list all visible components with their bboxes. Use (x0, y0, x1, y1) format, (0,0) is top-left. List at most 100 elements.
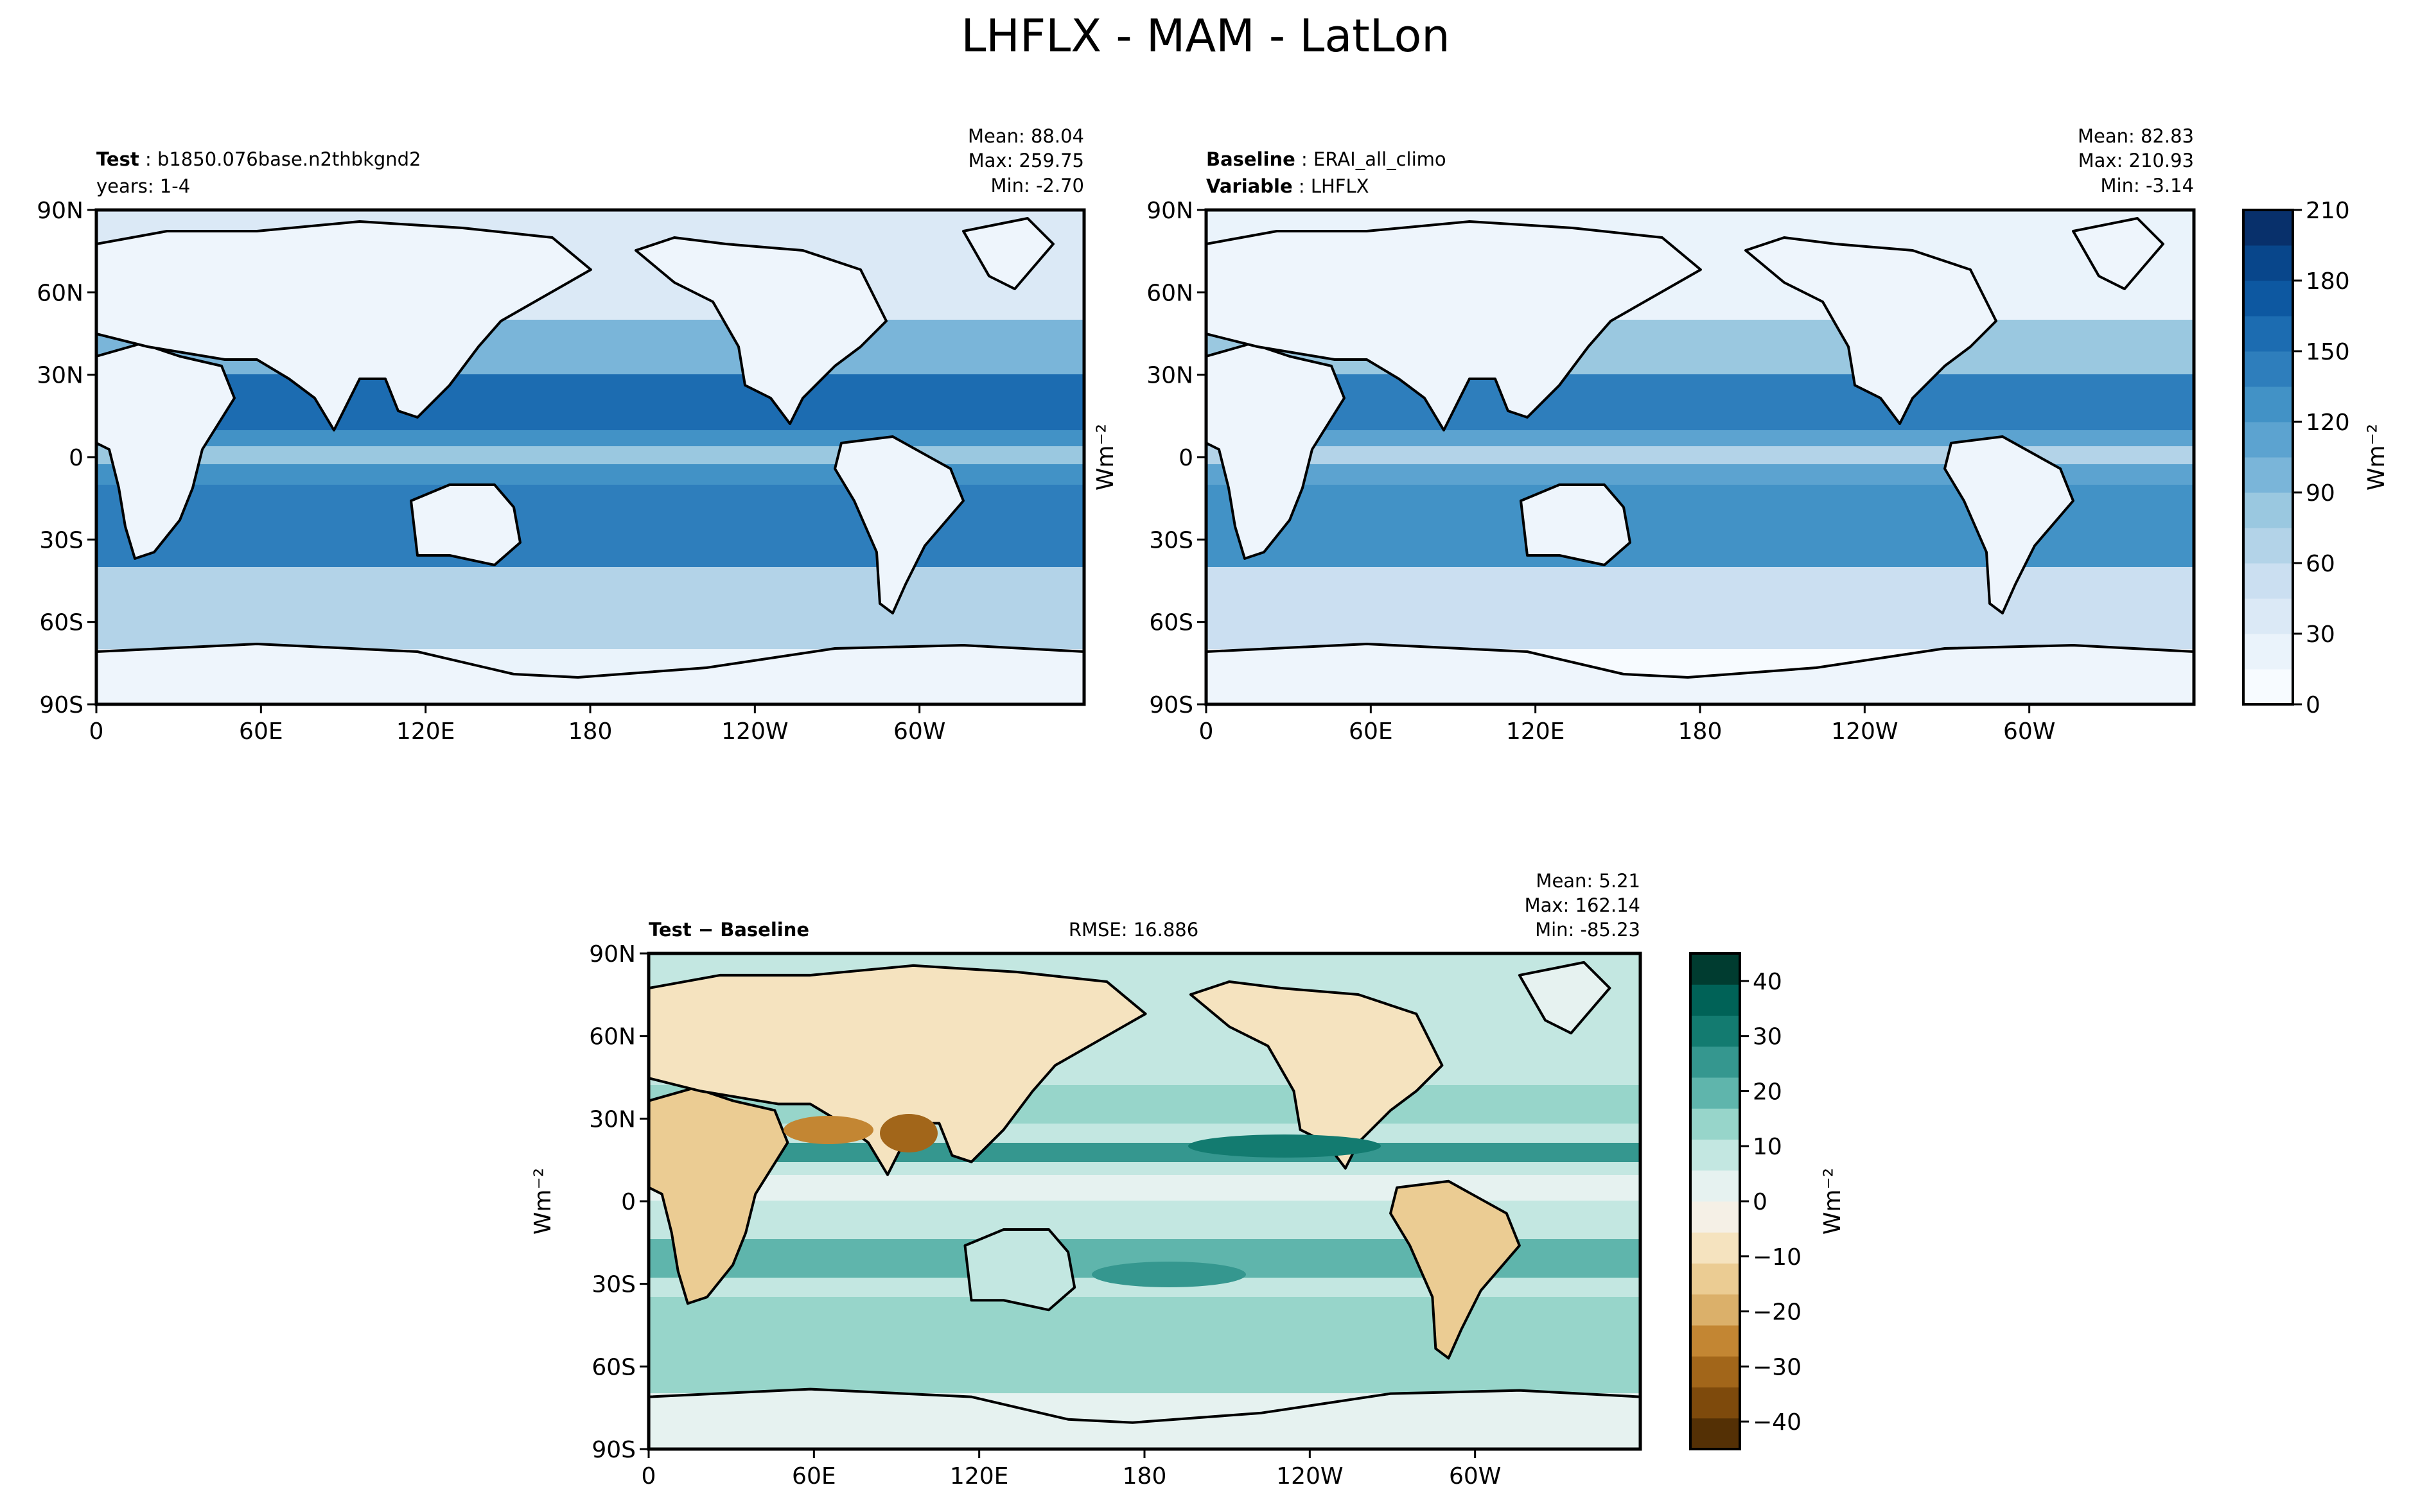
x-tick-label: 180 (1123, 1463, 1167, 1490)
panel-diff-land-australia (963, 1228, 1076, 1312)
colorbar-segment (1690, 1201, 1740, 1233)
y-tick-label: 90N (37, 198, 83, 224)
panel-diff-min: Min: -85.23 (1535, 919, 1640, 941)
colorbar-segment (2243, 528, 2293, 564)
colorbar-segment (1690, 1108, 1740, 1140)
x-tick-label: 120E (950, 1463, 1008, 1490)
panel-baseline-land (1206, 217, 2194, 704)
panel-test-years: years: 1-4 (96, 175, 190, 197)
y-tick-label: 60N (37, 280, 83, 306)
panel-diff-x-ticks: 0 60E 120E 180 120W 60W (642, 1449, 1501, 1490)
panel-baseline-y-ticks: 90N 60N 30N 0 30S 60S 90S (1146, 198, 1206, 718)
panel-diff-anomaly-sahel (784, 1116, 873, 1144)
panel-baseline-land-eurasia (1206, 220, 1702, 431)
colorbar-segment (2243, 210, 2293, 246)
panel-baseline-variable-label: Variable (1206, 175, 1293, 197)
colorbar-tick-label: 30 (1753, 1024, 1782, 1050)
panel-diff-field-band-60S (649, 1297, 1640, 1393)
colorbar-segment (1690, 1015, 1740, 1047)
x-tick-label: 60W (1449, 1463, 1501, 1490)
panel-diff-max: Max: 162.14 (1525, 894, 1640, 916)
panel-test-land-eurasia (96, 220, 592, 431)
panel-diff-land (649, 960, 1640, 1449)
panel-test: Test : b1850.076base.n2thbkgnd2 years: 1… (37, 125, 1086, 745)
colorbar-tick-label: 210 (2306, 198, 2350, 224)
panel-test-land (96, 217, 1084, 704)
colorbar-segment (1690, 1046, 1740, 1078)
colorbar-diff-ticks: 40 30 20 10 0 −10 −20 −30 −40 (1740, 969, 1802, 1436)
panel-test-field-band-60S (96, 567, 1084, 649)
colorbar-segment (1690, 1139, 1740, 1171)
colorbar-segment (1690, 1170, 1740, 1202)
x-tick-label: 180 (568, 718, 613, 745)
colorbar-segment (2243, 316, 2293, 352)
panel-diff-land-south-america (1389, 1179, 1521, 1360)
panel-diff-y-ticks: 90N 60N 30N 0 30S 60S 90S (589, 941, 649, 1463)
panel-baseline-info-line-2: Variable : LHFLX (1206, 175, 1369, 197)
panel-diff-rmse: RMSE: 16.886 (1069, 919, 1198, 941)
colorbar-diff-segments (1690, 953, 1740, 1450)
panel-diff-label: Test − Baseline (649, 919, 809, 941)
panel-diff-field-band-10N (649, 1143, 1640, 1162)
panel-diff-land-north-america (1189, 980, 1444, 1170)
colorbar-segment (1690, 1294, 1740, 1326)
colorbar-segment (2243, 281, 2293, 317)
panel-diff-field-band-EQ (649, 1175, 1640, 1201)
panel-baseline-variable-name: LHFLX (1311, 175, 1369, 197)
colorbar-tick-label: 0 (1753, 1189, 1767, 1215)
panel-baseline-x-ticks: 0 60E 120E 180 120W 60W (1199, 704, 2055, 745)
colorbar-segment (1690, 1077, 1740, 1109)
x-tick-label: 60W (893, 718, 945, 745)
panel-diff-land-eurasia (649, 964, 1147, 1176)
panel-diff-land-greenland (1518, 960, 1611, 1035)
panel-test-land-africa (96, 342, 236, 560)
panel-baseline-land-north-america (1744, 236, 1997, 425)
panel-baseline-land-australia (1520, 483, 1631, 566)
panel-test-min: Min: -2.70 (991, 175, 1084, 196)
colorbar-tick-label: −40 (1753, 1409, 1802, 1436)
y-tick-label: 30N (37, 363, 83, 389)
panel-diff-land-africa (649, 1086, 789, 1305)
x-tick-label: 120E (1506, 718, 1565, 745)
colorbar-segment (2243, 422, 2293, 458)
colorbar-tick-label: 40 (1753, 969, 1782, 995)
panel-test-field-band-15N (96, 374, 1084, 430)
x-tick-label: 120W (1831, 718, 1898, 745)
panel-test-land-antarctica (96, 643, 1084, 704)
colorbar-segment (2243, 351, 2293, 387)
colorbar-main-frame (2242, 209, 2294, 706)
panel-diff-anomaly-india (880, 1114, 938, 1152)
panel-diff-land-antarctica (649, 1387, 1640, 1449)
y-tick-label: 60N (589, 1024, 636, 1050)
panel-baseline-info-line-1: Baseline : ERAI_all_climo (1206, 148, 1446, 170)
colorbar-segment (1690, 1387, 1740, 1419)
panel-test-map (96, 210, 1084, 704)
panel-baseline-field-band-15N (1206, 374, 2194, 430)
panel-baseline-info-label: Baseline (1206, 148, 1295, 170)
x-tick-label: 60E (1349, 718, 1393, 745)
panel-test-case-name: b1850.076base.n2thbkgnd2 (157, 148, 421, 170)
colorbar-segment (1690, 953, 1740, 985)
y-tick-label: 30S (39, 527, 83, 553)
x-tick-label: 60W (2003, 718, 2055, 745)
panel-baseline-field-band-60S (1206, 567, 2194, 649)
x-tick-label: 60E (239, 718, 283, 745)
panel-test-info-label: Test (96, 148, 139, 170)
colorbar-tick-label: 20 (1753, 1079, 1782, 1105)
panel-test-max: Max: 259.75 (969, 150, 1084, 171)
panel-diff-anomaly-pacific (1188, 1134, 1381, 1158)
figure-title: LHFLX - MAM - LatLon (961, 10, 1450, 62)
y-tick-label: 60S (39, 610, 83, 636)
colorbar-segment (2243, 387, 2293, 422)
y-tick-label: 90N (589, 941, 636, 968)
colorbar-tick-label: 60 (2306, 551, 2335, 577)
colorbar-tick-label: 120 (2306, 410, 2350, 436)
y-tick-label: 60S (1149, 610, 1193, 636)
colorbar-segment (2243, 245, 2293, 281)
panel-baseline-mean: Mean: 82.83 (2078, 125, 2194, 147)
colorbar-diff-label: Wm⁻² (1819, 1168, 1846, 1235)
x-tick-label: 120E (396, 718, 455, 745)
colorbar-segment (2243, 457, 2293, 493)
panel-test-land-north-america (635, 236, 888, 425)
y-tick-label: 0 (1179, 445, 1193, 471)
